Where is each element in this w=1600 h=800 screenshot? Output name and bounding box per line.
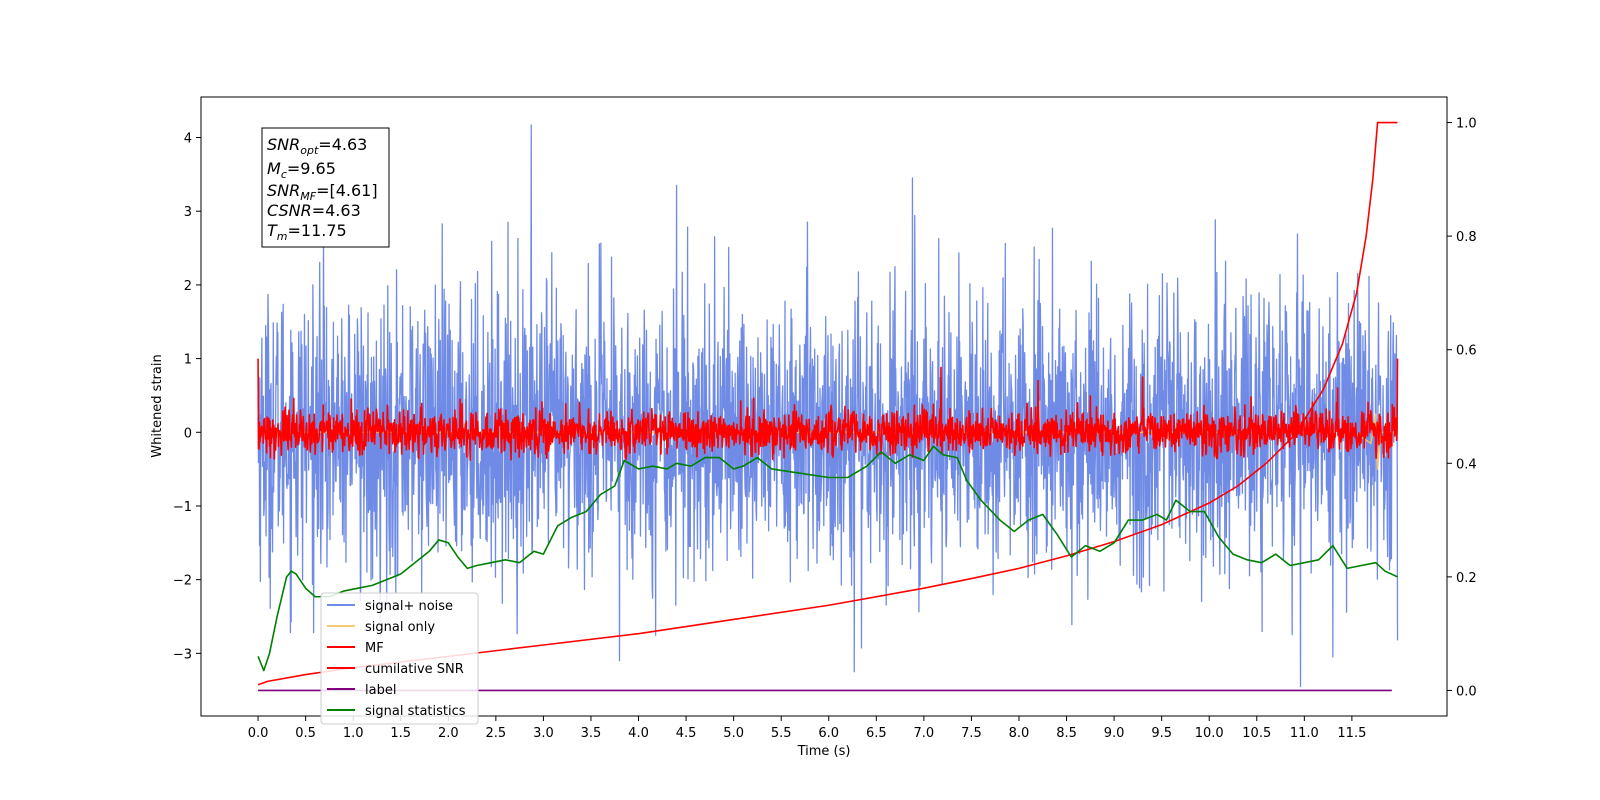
series-line-signal-statistics [257, 445, 1398, 672]
y-tick-label: 4 [184, 132, 192, 147]
legend-label-label: label [365, 683, 396, 698]
annotation-mc: Mc=9.65 [267, 159, 336, 181]
y-axis: −3 −2 −1 0 1 2 3 4 [173, 132, 201, 662]
y-tick-label: −1 [173, 500, 192, 515]
x-tick-label: 4.5 [676, 726, 697, 741]
y-tick-label: 1 [184, 353, 192, 368]
x-tick-label: 6.0 [818, 726, 839, 741]
x-tick-label: 9.5 [1151, 726, 1172, 741]
y2-tick-label: 1.0 [1456, 117, 1477, 132]
x-tick-label: 1.0 [343, 726, 364, 741]
x-tick-label: 10.5 [1242, 726, 1271, 741]
x-tick-label: 11.5 [1337, 726, 1366, 741]
y2-tick-label: 0.2 [1456, 571, 1477, 586]
axes-frame [200, 96, 1448, 717]
y-tick-label: 2 [184, 279, 192, 294]
annotation-csnr: CSNR=4.63 [267, 201, 361, 220]
legend-label-mf: MF [365, 641, 384, 656]
x-axis: 0.0 0.5 1.0 1.5 2.0 2.5 3.0 3.5 4.0 4.5 5.0 5.5 6.0 6… [248, 716, 1366, 741]
x-tick-label: 3.0 [533, 726, 554, 741]
x-tick-label: 2.5 [486, 726, 507, 741]
y2-tick-label: 0.0 [1456, 684, 1477, 699]
annotation-box: SNRopt=4.63 Mc=9.65 SNRMF=[4.61] CSNR=4.… [261, 127, 390, 248]
x-tick-label: 1.5 [390, 726, 411, 741]
annotation-snr-opt: SNRopt=4.63 [267, 135, 367, 157]
x-tick-label: 2.0 [438, 726, 459, 741]
annotation-tm: Tm=11.75 [267, 221, 347, 243]
legend-label-cumilative-snr: cumilative SNR [365, 662, 464, 677]
series-line-mf [257, 358, 1399, 461]
y2-tick-label: 0.6 [1456, 344, 1477, 359]
legend: signal+ noise signal only MF cumilative SNR… [320, 592, 479, 725]
x-tick-label: 7.5 [961, 726, 982, 741]
annotation-frame [261, 127, 390, 248]
x-tick-label: 5.5 [771, 726, 792, 741]
y-tick-label: −3 [173, 647, 192, 662]
x-tick-label: 10.0 [1195, 726, 1224, 741]
x-tick-label: 4.0 [628, 726, 649, 741]
legend-frame [320, 592, 479, 725]
x-axis-label: Time (s) [797, 744, 851, 759]
x-tick-label: 6.5 [866, 726, 887, 741]
y2-axis: 0.0 0.2 0.4 0.6 0.8 1.0 [1447, 117, 1477, 699]
x-tick-label: 0.5 [295, 726, 316, 741]
y2-tick-label: 0.8 [1456, 230, 1477, 245]
x-tick-label: 7.0 [914, 726, 935, 741]
legend-label-signal-only: signal only [365, 620, 435, 635]
x-tick-label: 11.0 [1290, 726, 1319, 741]
y2-tick-label: 0.4 [1456, 457, 1477, 472]
legend-label-signal-statistics: signal statistics [365, 704, 466, 719]
x-tick-label: 8.0 [1009, 726, 1030, 741]
x-tick-label: 9.0 [1104, 726, 1125, 741]
x-tick-label: 3.5 [581, 726, 602, 741]
x-tick-label: 5.0 [723, 726, 744, 741]
y-tick-label: −2 [173, 574, 192, 589]
y-tick-label: 3 [184, 205, 192, 220]
series-line-signal-noise [257, 124, 1399, 688]
x-tick-label: 0.0 [248, 726, 269, 741]
y-tick-label: 0 [184, 426, 192, 441]
y-axis-label: Whitened strain [150, 354, 165, 457]
legend-label-signal-noise: signal+ noise [365, 599, 453, 614]
x-tick-label: 8.5 [1056, 726, 1077, 741]
annotation-snr-mf: SNRMF=[4.61] [267, 181, 378, 203]
